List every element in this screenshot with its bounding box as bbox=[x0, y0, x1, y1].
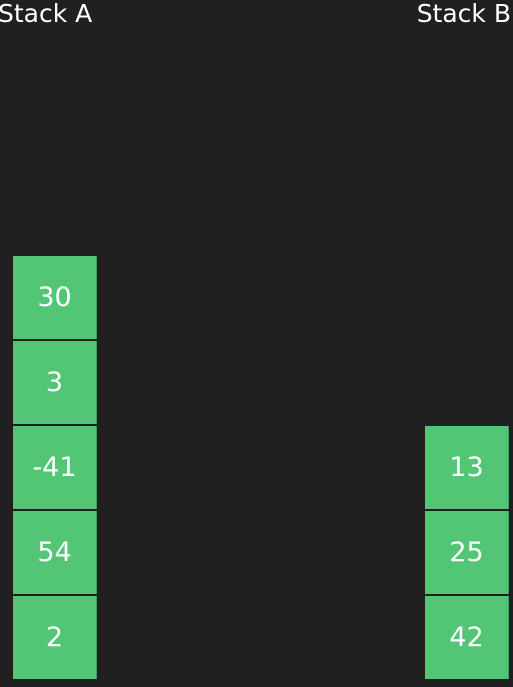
stack-a-item: 2 bbox=[13, 596, 97, 679]
stack-a: 30 3 -41 54 2 bbox=[13, 256, 97, 679]
stack-b-item: 25 bbox=[425, 511, 509, 594]
stack-a-item: 30 bbox=[13, 256, 97, 339]
stack-b-label: Stack B bbox=[416, 0, 511, 28]
stack-a-item: 54 bbox=[13, 511, 97, 594]
stack-a-item: 3 bbox=[13, 341, 97, 424]
stack-b: 13 25 42 bbox=[425, 426, 509, 679]
stack-a-item: -41 bbox=[13, 426, 97, 509]
stack-b-item: 42 bbox=[425, 596, 509, 679]
stack-a-label: Stack A bbox=[0, 0, 93, 28]
stack-b-item: 13 bbox=[425, 426, 509, 509]
